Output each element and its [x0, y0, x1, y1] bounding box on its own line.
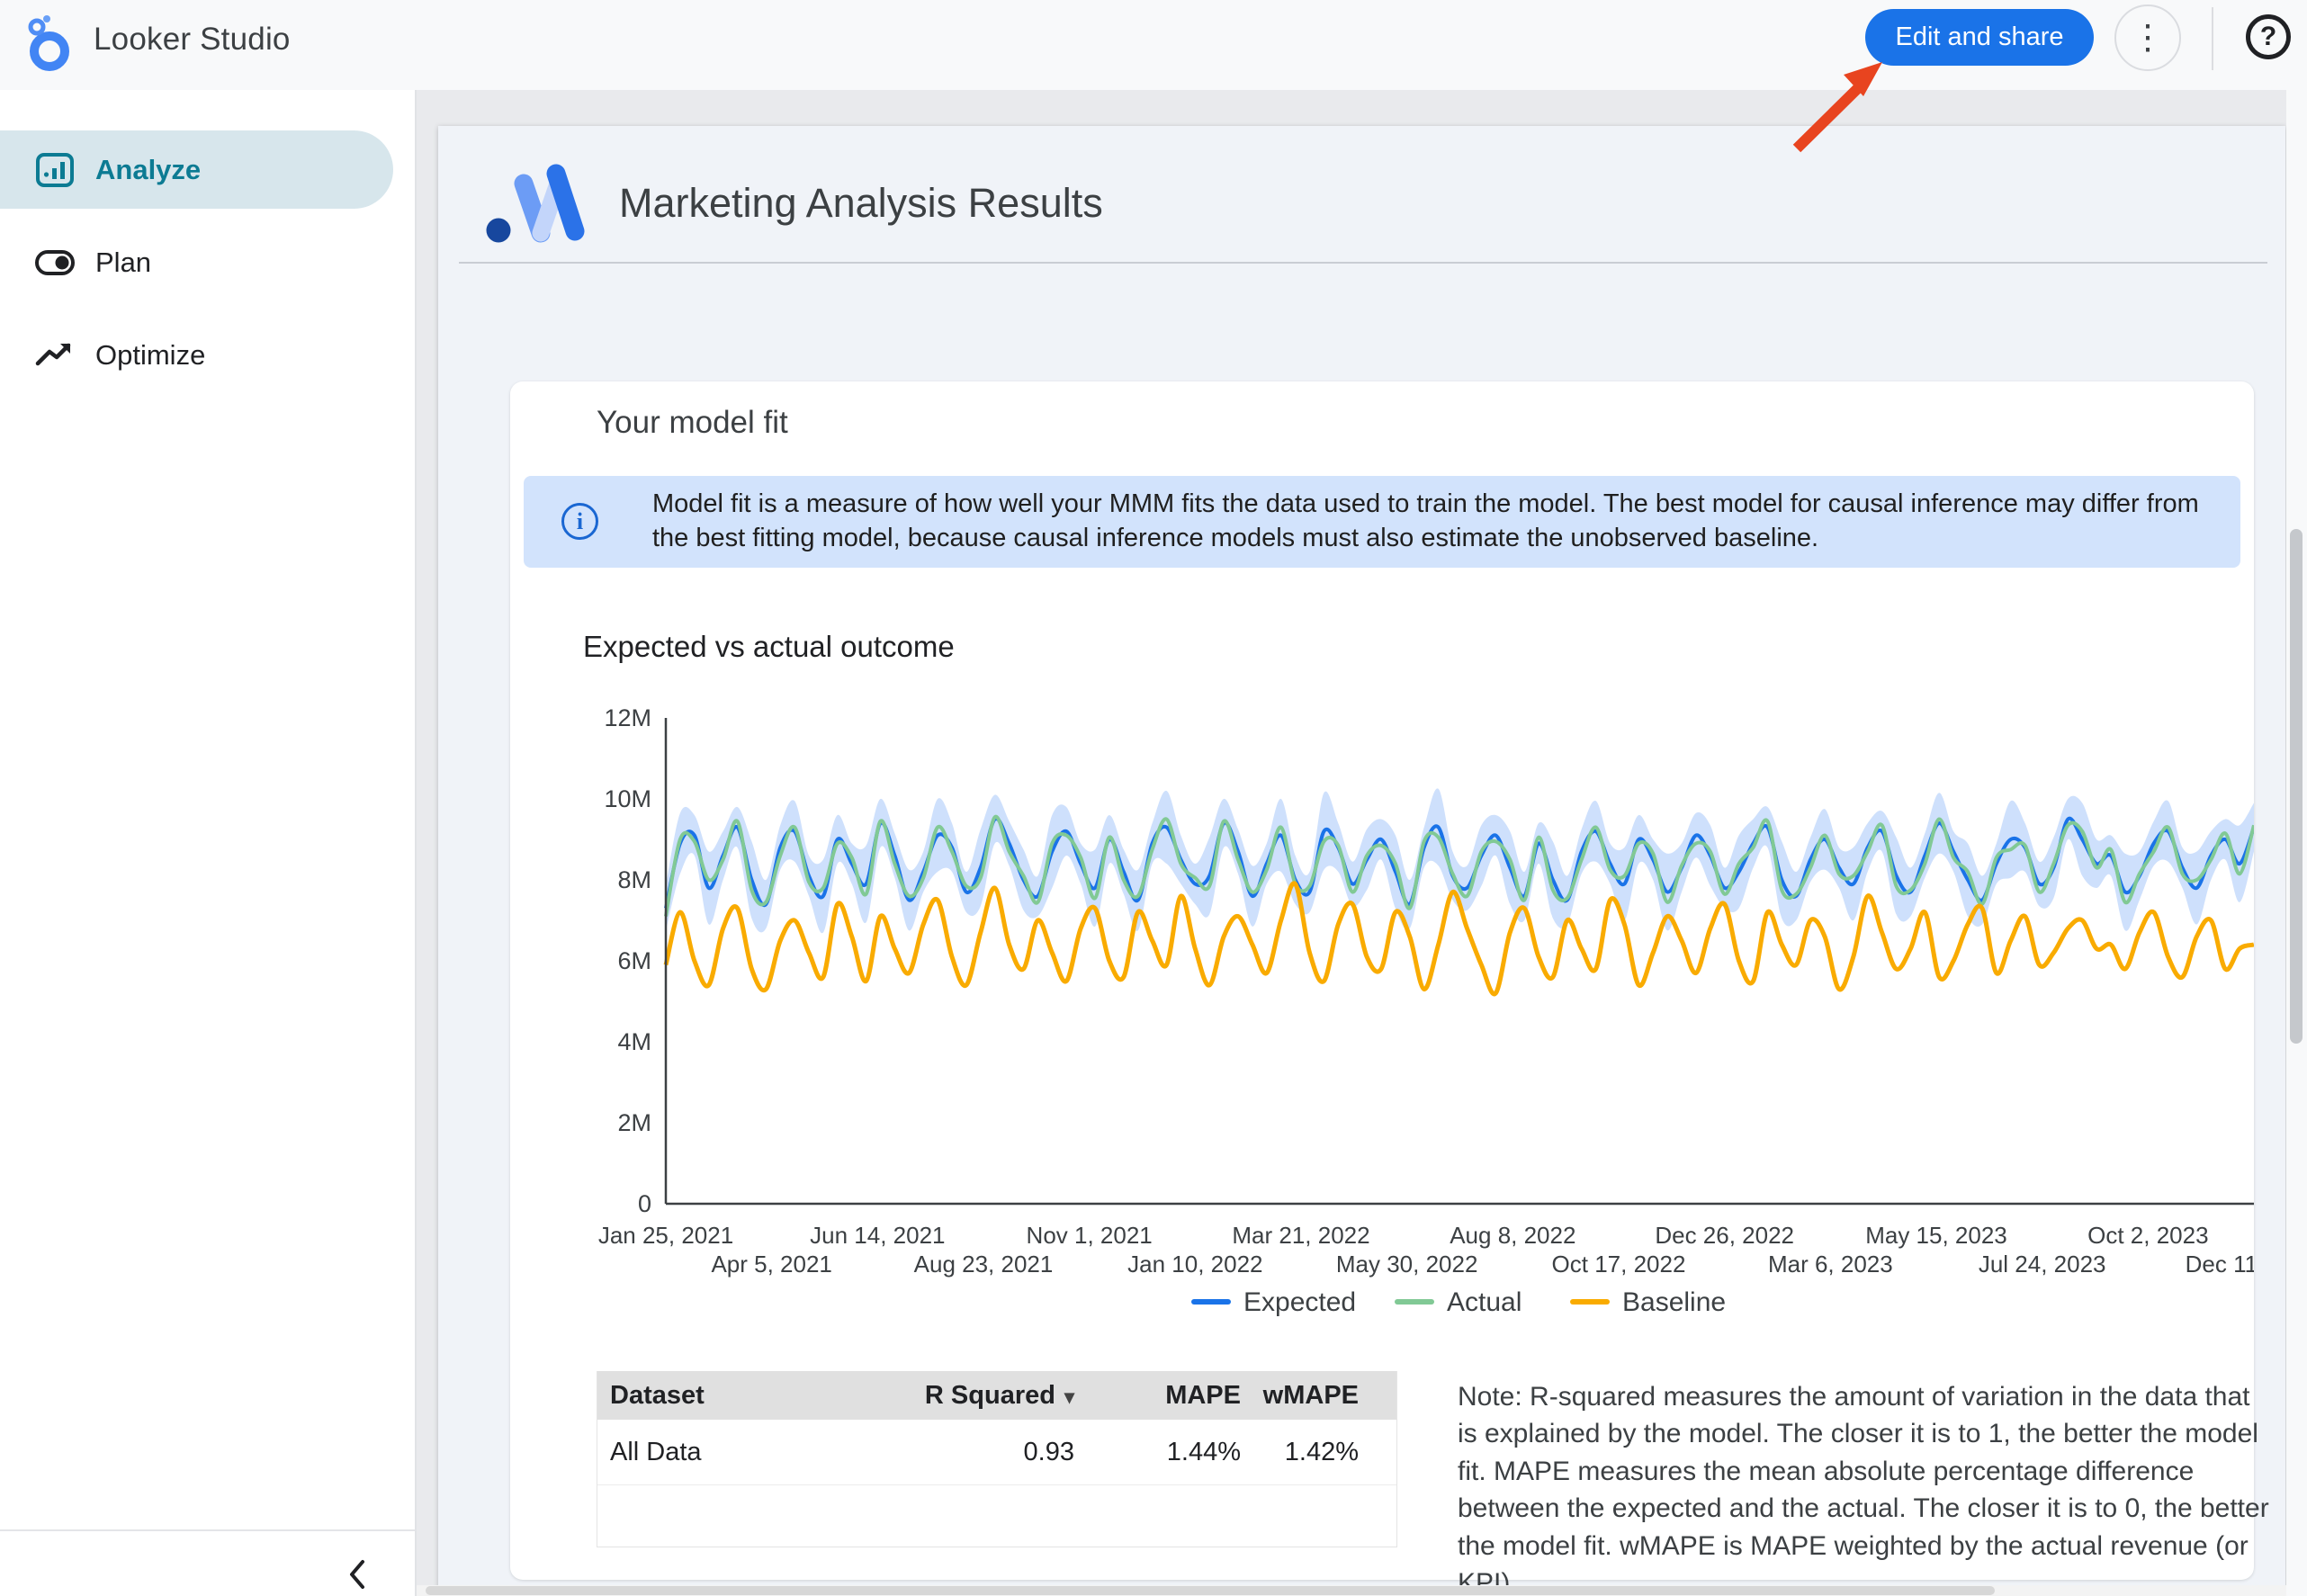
x-tick-label: Jun 14, 2021 — [810, 1222, 945, 1249]
x-tick-label: Mar 21, 2022 — [1232, 1222, 1369, 1249]
sidebar-item-plan[interactable]: Plan — [0, 223, 415, 301]
x-tick-label: Jan 25, 2021 — [598, 1222, 733, 1249]
info-banner-text: Model fit is a measure of how well your … — [652, 489, 2199, 552]
sidebar-item-label: Optimize — [95, 338, 206, 371]
x-tick-label: Apr 5, 2021 — [711, 1251, 831, 1278]
help-button[interactable]: ? — [2246, 14, 2291, 59]
analyze-chart-icon — [36, 152, 74, 187]
y-tick-label: 6M — [617, 947, 651, 974]
x-tick-label: May 30, 2022 — [1336, 1251, 1478, 1278]
table-empty-space — [597, 1485, 1396, 1547]
report-header: Marketing Analysis Results — [484, 162, 1103, 245]
toggle-switch-icon — [35, 249, 75, 275]
topbar-divider — [2212, 7, 2213, 70]
col-header-wmape: wMAPE — [1262, 1380, 1359, 1410]
sidebar-item-optimize[interactable]: Optimize — [0, 316, 415, 394]
x-tick-label: Nov 1, 2021 — [1027, 1222, 1153, 1249]
sidebar-item-label: Analyze — [95, 153, 202, 185]
looker-studio-logo-icon — [28, 15, 69, 71]
more-options-button[interactable]: ⋮ — [2114, 4, 2181, 71]
y-tick-label: 8M — [617, 866, 651, 893]
confidence-band — [666, 788, 2254, 934]
sidebar-item-label: Plan — [95, 246, 152, 278]
x-tick-label: Oct 17, 2022 — [1552, 1251, 1686, 1278]
y-tick-label: 12M — [604, 704, 651, 731]
edit-and-share-button[interactable]: Edit and share — [1865, 9, 2094, 66]
collapse-sidebar-button[interactable] — [333, 1549, 383, 1596]
model-fit-table: Dataset R Squared ▾ MAPE wMAPE All Data 0… — [597, 1371, 1397, 1547]
model-fit-note: Note: R-squared measures the amount of v… — [1458, 1382, 2269, 1596]
model-fit-info-banner: i Model fit is a measure of how well you… — [524, 476, 2240, 568]
x-tick-label: Dec 26, 2022 — [1655, 1222, 1794, 1249]
sidebar: Analyze Plan Optimize — [0, 90, 417, 1596]
legend-swatch-expected — [1191, 1299, 1231, 1305]
card-title: Your model fit — [597, 405, 788, 440]
info-icon: i — [561, 503, 598, 540]
legend-label-expected: Expected — [1243, 1287, 1356, 1317]
sort-desc-icon: ▾ — [1064, 1385, 1074, 1408]
legend-label-baseline: Baseline — [1622, 1287, 1726, 1317]
cell-wmape: 1.42% — [1284, 1437, 1359, 1466]
meridian-logo-icon — [486, 164, 585, 243]
top-bar: Looker Studio Edit and share ⋮ ? — [0, 0, 2307, 153]
y-tick-label: 4M — [617, 1028, 651, 1055]
y-tick-label: 0 — [638, 1190, 651, 1217]
table-row: All Data 0.93 1.44% 1.42% — [597, 1420, 1396, 1485]
cell-r-squared: 0.93 — [1023, 1437, 1074, 1466]
expected-vs-actual-chart: 0 2M 4M 6M 8M 10M 12M Jan 25, 2021 Jun 14, 2021 N… — [598, 702, 2307, 1331]
app-title: Looker Studio — [94, 22, 291, 57]
chart-section-title: Expected vs actual outcome — [583, 630, 955, 663]
x-tick-label: Mar 6, 2023 — [1768, 1251, 1893, 1278]
y-tick-label: 2M — [617, 1109, 651, 1136]
legend-swatch-actual — [1395, 1299, 1434, 1305]
x-tick-label: Aug 23, 2021 — [914, 1251, 1054, 1278]
table-header-row: Dataset R Squared ▾ MAPE wMAPE — [597, 1371, 1396, 1420]
legend-swatch-baseline — [1570, 1299, 1610, 1305]
x-tick-label: Dec 11, 2023 — [2186, 1251, 2254, 1278]
chevron-left-icon — [350, 1560, 364, 1589]
report-page: Marketing Analysis Results Your model fi… — [438, 126, 2307, 1596]
sidebar-item-analyze[interactable]: Analyze — [0, 130, 393, 209]
horizontal-scrollbar-thumb[interactable] — [426, 1586, 1995, 1595]
trending-up-icon — [35, 343, 71, 365]
model-fit-card: Your model fit i Model fit is a measure … — [510, 381, 2307, 1596]
cell-dataset: All Data — [610, 1437, 702, 1466]
vertical-scrollbar — [2286, 90, 2307, 1596]
actual-line — [664, 815, 2256, 917]
x-tick-label: Aug 8, 2022 — [1450, 1222, 1575, 1249]
x-tick-label: Jul 24, 2023 — [1979, 1251, 2106, 1278]
sidebar-footer-divider — [0, 1529, 415, 1531]
col-header-mape: MAPE — [1165, 1380, 1241, 1410]
x-tick-label: May 15, 2023 — [1865, 1222, 2007, 1249]
vertical-scrollbar-thumb[interactable] — [2290, 529, 2303, 1044]
y-tick-label: 10M — [604, 785, 651, 812]
x-tick-label: Oct 2, 2023 — [2087, 1222, 2208, 1249]
kebab-icon: ⋮ — [2131, 19, 2165, 57]
x-tick-label: Jan 10, 2022 — [1127, 1251, 1262, 1278]
report-title-divider — [459, 262, 2267, 264]
annotation-arrow-icon — [1792, 62, 1882, 153]
baseline-line — [663, 881, 2255, 997]
horizontal-scrollbar — [417, 1585, 2286, 1596]
report-title: Marketing Analysis Results — [619, 180, 1103, 226]
legend-label-actual: Actual — [1447, 1287, 1522, 1317]
col-header-r-squared[interactable]: R Squared ▾ — [924, 1380, 1074, 1410]
help-icon: ? — [2259, 22, 2277, 51]
model-fit-line-chart: 0 2M 4M 6M 8M 10M 12M Jan 25, 2021 Jun 14, 2021 N… — [598, 704, 2307, 1317]
col-header-dataset: Dataset — [610, 1380, 705, 1410]
cell-mape: 1.44% — [1166, 1437, 1241, 1466]
